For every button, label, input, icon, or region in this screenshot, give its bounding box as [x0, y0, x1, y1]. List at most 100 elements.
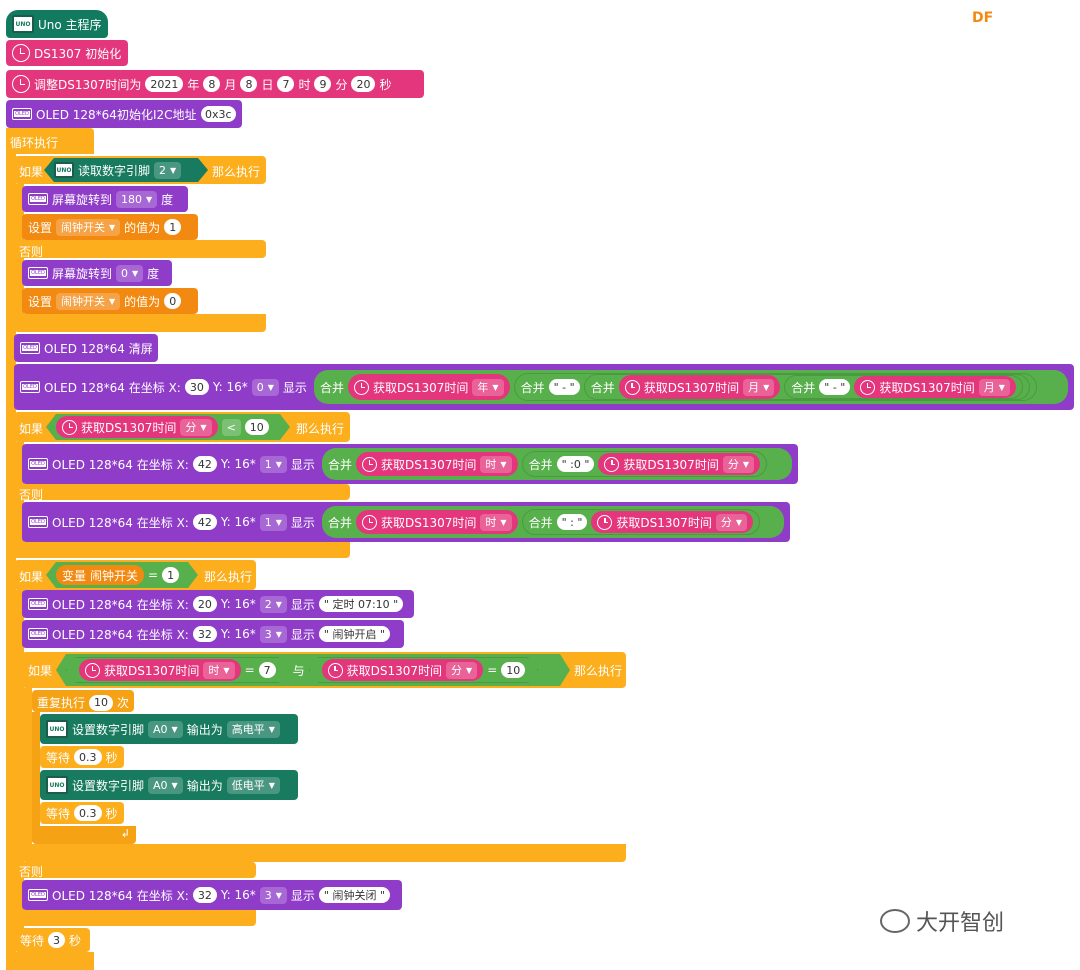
- compare-value-input[interactable]: 7: [259, 662, 276, 678]
- merge-inner-3[interactable]: 合并 " - " 获取DS1307时间 月 ▼: [784, 375, 1023, 399]
- repeat-count-input[interactable]: 10: [89, 695, 113, 711]
- pin-dropdown[interactable]: A0 ▼: [148, 777, 183, 794]
- set-var-block-1[interactable]: 设置 闹钟开关 ▼ 的值为 1: [22, 214, 198, 240]
- row-dropdown[interactable]: 2 ▼: [260, 596, 287, 613]
- read-digital-pin-block[interactable]: UNO 读取数字引脚 2 ▼: [44, 158, 208, 182]
- x-input[interactable]: 32: [193, 887, 217, 903]
- string-input[interactable]: " - ": [819, 379, 850, 395]
- var-dropdown[interactable]: 闹钟开关 ▼: [56, 293, 120, 310]
- minute-input[interactable]: 9: [314, 76, 331, 92]
- x-input[interactable]: 42: [193, 514, 217, 530]
- get-time-label: 获取DS1307时间: [644, 379, 739, 396]
- rotate-dropdown[interactable]: 0 ▼: [116, 265, 143, 282]
- field-dropdown[interactable]: 月 ▼: [979, 379, 1010, 396]
- pin-dropdown[interactable]: A0 ▼: [148, 721, 183, 738]
- get-hour-block[interactable]: 获取DS1307时间 时 ▼: [356, 510, 518, 534]
- rotate-180-block[interactable]: OLED 屏幕旋转到 180 ▼ 度: [22, 186, 188, 212]
- get-month-block-2[interactable]: 获取DS1307时间 月 ▼: [854, 376, 1016, 398]
- wait-block-1[interactable]: 等待 0.3 秒: [40, 746, 124, 768]
- rotate-0-block[interactable]: OLED 屏幕旋转到 0 ▼ 度: [22, 260, 172, 286]
- set-pin-high-block[interactable]: UNO 设置数字引脚 A0 ▼ 输出为 高电平 ▼: [40, 714, 298, 744]
- merge-outer[interactable]: 合并 获取DS1307时间 年 ▼ 合并 " - " 合并 获取DS1307时间 …: [314, 370, 1068, 404]
- compare-minute-block[interactable]: 获取DS1307时间 分 ▼ < 10: [46, 414, 290, 440]
- value-input[interactable]: 0: [164, 293, 181, 309]
- main-program-block[interactable]: UNO Uno 主程序: [6, 10, 108, 38]
- field-dropdown[interactable]: 时 ▼: [203, 662, 234, 679]
- row-dropdown[interactable]: 3 ▼: [260, 626, 287, 643]
- hour-compare-block[interactable]: 获取DS1307时间 时 ▼ = 7: [66, 657, 289, 683]
- oled-timer-display-block[interactable]: OLED OLED 128*64 在坐标 X: 20 Y: 16* 2 ▼ 显示 …: [22, 590, 414, 618]
- oled-init-block[interactable]: OLED OLED 128*64初始化I2C地址 0x3c: [6, 100, 242, 128]
- compare-value-input[interactable]: 1: [162, 567, 179, 583]
- day-input[interactable]: 8: [240, 76, 257, 92]
- second-input[interactable]: 20: [351, 76, 375, 92]
- get-month-block[interactable]: 获取DS1307时间 月 ▼: [619, 375, 781, 399]
- merge-time-1[interactable]: 合并 获取DS1307时间 时 ▼ 合并 " :0 " 获取DS1307时间 分 ▼: [322, 448, 792, 480]
- ds1307-init-block[interactable]: DS1307 初始化: [6, 40, 128, 66]
- merge-inner[interactable]: 合并 " : " 获取DS1307时间 分 ▼: [522, 509, 760, 535]
- set-var-block-0[interactable]: 设置 闹钟开关 ▼ 的值为 0: [22, 288, 198, 314]
- row-dropdown[interactable]: 1 ▼: [260, 514, 287, 531]
- pin-dropdown[interactable]: 2 ▼: [154, 162, 181, 179]
- wait-input[interactable]: 0.3: [74, 805, 102, 821]
- field-dropdown[interactable]: 分 ▼: [723, 456, 754, 473]
- get-minute-block[interactable]: 获取DS1307时间 分 ▼: [56, 416, 218, 438]
- alarm-compare-block[interactable]: 变量 闹钟开关 = 1: [46, 562, 198, 588]
- hour-input[interactable]: 7: [277, 76, 294, 92]
- merge-inner-1[interactable]: 合并 " - " 合并 获取DS1307时间 月 ▼ 合并 " - " 获取DS1…: [514, 373, 1037, 401]
- var-alarm-block[interactable]: 变量 闹钟开关: [56, 565, 144, 585]
- oled-alarm-on-display-block[interactable]: OLED OLED 128*64 在坐标 X: 32 Y: 16* 3 ▼ 显示 …: [22, 620, 404, 648]
- row-dropdown[interactable]: 0 ▼: [252, 379, 279, 396]
- field-dropdown[interactable]: 年 ▼: [472, 379, 503, 396]
- string-input[interactable]: " 闹钟关闭 ": [319, 887, 390, 903]
- var-dropdown[interactable]: 闹钟开关 ▼: [56, 219, 120, 236]
- and-block[interactable]: 获取DS1307时间 时 ▼ = 7 与 获取DS1307时间 分 ▼ = 10: [56, 654, 570, 686]
- field-dropdown[interactable]: 时 ▼: [480, 456, 511, 473]
- field-dropdown[interactable]: 时 ▼: [480, 514, 511, 531]
- get-minute-block[interactable]: 获取DS1307时间 分 ▼: [591, 511, 753, 533]
- oled-clear-block[interactable]: OLED OLED 128*64 清屏: [14, 334, 158, 362]
- level-dropdown[interactable]: 高电平 ▼: [227, 721, 280, 738]
- compare-value-input[interactable]: 10: [501, 662, 525, 678]
- operator-dropdown[interactable]: <: [222, 419, 241, 436]
- value-input[interactable]: 1: [164, 219, 181, 235]
- wait-3-block[interactable]: 等待 3 秒: [14, 928, 90, 952]
- year-input[interactable]: 2021: [145, 76, 183, 92]
- get-year-block[interactable]: 获取DS1307时间 年 ▼: [348, 374, 510, 400]
- field-dropdown[interactable]: 月 ▼: [743, 379, 774, 396]
- get-minute-block[interactable]: 获取DS1307时间 分 ▼: [598, 453, 760, 475]
- row-dropdown[interactable]: 1 ▼: [260, 456, 287, 473]
- string-input[interactable]: " - ": [549, 379, 580, 395]
- x-input[interactable]: 30: [185, 379, 209, 395]
- i2c-address-input[interactable]: 0x3c: [201, 106, 237, 122]
- x-input[interactable]: 42: [193, 456, 217, 472]
- merge-inner[interactable]: 合并 " :0 " 获取DS1307时间 分 ▼: [522, 451, 767, 477]
- field-dropdown[interactable]: 分 ▼: [446, 662, 477, 679]
- merge-inner-2[interactable]: 合并 获取DS1307时间 月 ▼ 合并 " - " 获取DS1307时间 月 ▼: [584, 374, 1030, 400]
- month-input[interactable]: 8: [203, 76, 220, 92]
- rotate-dropdown[interactable]: 180 ▼: [116, 191, 157, 208]
- level-dropdown[interactable]: 低电平 ▼: [227, 777, 280, 794]
- minute-compare-block[interactable]: 获取DS1307时间 分 ▼ = 10: [309, 657, 539, 683]
- compare-value-input[interactable]: 10: [245, 419, 269, 435]
- merge-time-2[interactable]: 合并 获取DS1307时间 时 ▼ 合并 " : " 获取DS1307时间 分 ▼: [322, 506, 784, 538]
- set-pin-low-block[interactable]: UNO 设置数字引脚 A0 ▼ 输出为 低电平 ▼: [40, 770, 298, 800]
- get-minute-block[interactable]: 获取DS1307时间 分 ▼: [322, 659, 484, 681]
- field-dropdown[interactable]: 分 ▼: [716, 514, 747, 531]
- oled-alarm-off-display-block[interactable]: OLED OLED 128*64 在坐标 X: 32 Y: 16* 3 ▼ 显示 …: [22, 880, 402, 910]
- row-dropdown[interactable]: 3 ▼: [260, 887, 287, 904]
- wait-block-2[interactable]: 等待 0.3 秒: [40, 802, 124, 824]
- string-input[interactable]: " 定时 07:10 ": [319, 596, 403, 612]
- get-hour-block[interactable]: 获取DS1307时间 时 ▼: [356, 452, 518, 476]
- set-time-block[interactable]: 调整DS1307时间为 2021 年 8 月 8 日 7 时 9 分 20 秒: [6, 70, 424, 98]
- wait-input[interactable]: 0.3: [74, 749, 102, 765]
- field-dropdown[interactable]: 分 ▼: [180, 419, 211, 436]
- string-input[interactable]: " : ": [557, 514, 588, 530]
- string-input[interactable]: " 闹钟开启 ": [319, 626, 390, 642]
- loop-label[interactable]: 循环执行: [10, 134, 58, 151]
- wait-input[interactable]: 3: [48, 932, 65, 948]
- x-input[interactable]: 32: [193, 626, 217, 642]
- get-hour-block[interactable]: 获取DS1307时间 时 ▼: [79, 659, 241, 681]
- string-input[interactable]: " :0 ": [557, 456, 595, 472]
- x-input[interactable]: 20: [193, 596, 217, 612]
